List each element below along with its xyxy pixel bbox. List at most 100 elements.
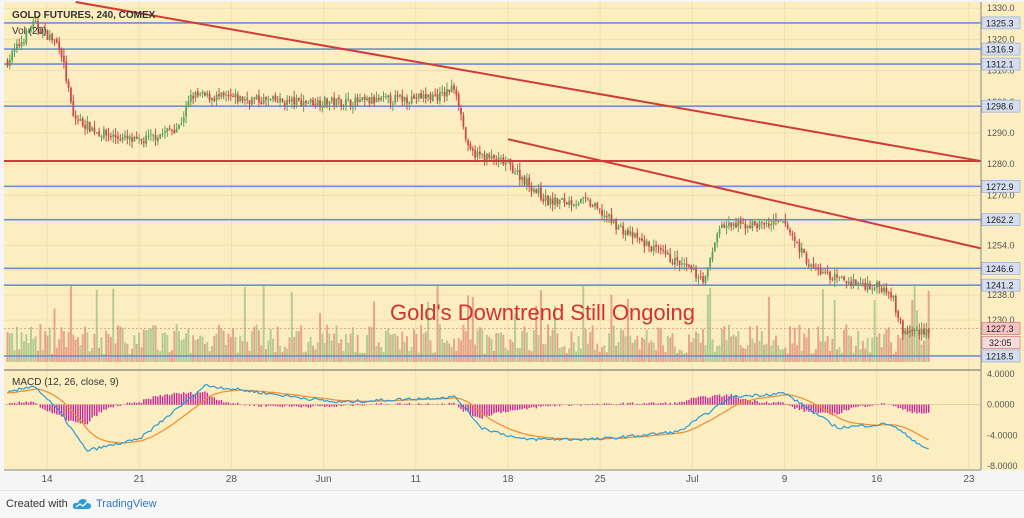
volume-bar: [361, 352, 364, 362]
chart-area[interactable]: 1230.01238.01246.01254.01262.01270.01280…: [0, 0, 1024, 490]
volume-bar: [763, 344, 766, 362]
candle-body: [690, 265, 693, 270]
candle-body: [558, 199, 561, 204]
candle-body: [309, 98, 312, 103]
candle-body: [695, 267, 697, 278]
candle-body: [413, 95, 415, 99]
candle-body: [840, 277, 843, 279]
candle-body: [321, 105, 324, 108]
volume-bar: [300, 325, 303, 362]
candle-body: [438, 92, 441, 102]
volume-bar: [95, 289, 98, 362]
candle-body: [596, 203, 599, 209]
candle-body: [523, 176, 526, 185]
volume-bar: [377, 342, 380, 362]
volume-bar: [490, 339, 493, 362]
candle-body: [730, 222, 733, 227]
candle-body: [753, 221, 756, 225]
candle-body: [133, 136, 136, 142]
candle-body: [234, 93, 237, 98]
volume-bar: [885, 329, 888, 362]
volume-bar: [116, 325, 119, 362]
volume-bar: [554, 305, 557, 362]
volume-bar: [185, 333, 188, 362]
candle-body: [467, 140, 469, 146]
volume-bar: [652, 342, 655, 362]
volume-bar: [58, 339, 61, 362]
volume-bar: [217, 324, 220, 362]
candle-body: [227, 94, 230, 96]
volume-bar: [105, 330, 108, 362]
candle-body: [293, 97, 296, 105]
candle-body: [789, 229, 791, 233]
candle-body: [262, 97, 265, 104]
volume-bar: [474, 344, 477, 362]
candle-body: [735, 223, 737, 228]
candle-body: [220, 92, 223, 98]
volume-bar: [180, 340, 183, 362]
candle-body: [775, 219, 777, 221]
price-axis[interactable]: [981, 2, 1024, 470]
candle-body: [41, 29, 44, 35]
candle-body: [723, 224, 726, 228]
candle-body: [763, 222, 766, 225]
volume-bar: [690, 341, 693, 362]
candle-body: [699, 276, 702, 278]
candle-body: [803, 248, 806, 253]
candle-body: [138, 137, 140, 139]
candle-body: [737, 220, 740, 227]
candle-body: [211, 97, 213, 101]
tradingview-link[interactable]: TradingView: [96, 498, 157, 510]
volume-bar: [709, 287, 712, 362]
volume-bar: [577, 336, 580, 362]
volume-bar: [619, 329, 622, 362]
candle-body: [824, 271, 827, 273]
volume-bar: [873, 300, 876, 362]
volume-bar: [79, 345, 82, 362]
candle-body: [584, 197, 587, 199]
volume-bar: [582, 285, 585, 362]
volume-bar: [826, 335, 829, 362]
candle-body: [579, 198, 582, 203]
candle-body: [166, 128, 169, 132]
volume-bar: [431, 352, 434, 362]
candle-body: [377, 98, 380, 101]
candle-body: [683, 263, 686, 265]
candle-body: [420, 92, 422, 99]
candle-body: [415, 97, 418, 99]
trendlines[interactable]: [4, 1, 982, 250]
candle-body: [448, 89, 451, 92]
candle-body: [728, 222, 730, 226]
volume-bar: [716, 345, 719, 362]
candle-body: [300, 99, 303, 107]
candle-body: [471, 148, 474, 151]
candle-body: [732, 223, 735, 226]
volume-bar: [142, 329, 145, 362]
candle-body: [267, 98, 270, 100]
volume-bar: [241, 341, 244, 362]
volume-bar: [556, 333, 559, 362]
volume-bar: [460, 340, 463, 362]
price-tick: 1230.0: [987, 315, 1015, 325]
candle-body: [908, 330, 911, 333]
candle-body: [716, 233, 719, 243]
volume-bar: [488, 336, 491, 362]
chart-background: [4, 2, 981, 470]
level-value: 1218.5: [986, 351, 1014, 361]
candle-body: [711, 251, 714, 260]
volume-bar: [215, 333, 218, 362]
volume-bar: [279, 345, 282, 362]
candle-body: [269, 99, 272, 101]
volume-bar: [875, 336, 878, 362]
candle-body: [577, 203, 580, 206]
candle-body: [77, 119, 79, 121]
candle-body: [516, 170, 519, 173]
candle-body: [704, 275, 707, 284]
volume-bar: [417, 352, 420, 362]
candle-body: [401, 95, 404, 102]
candle-body: [547, 195, 549, 206]
volume-bar: [774, 335, 777, 362]
volume-bar: [551, 329, 554, 362]
candle-body: [826, 271, 829, 273]
candle-body: [878, 281, 881, 287]
